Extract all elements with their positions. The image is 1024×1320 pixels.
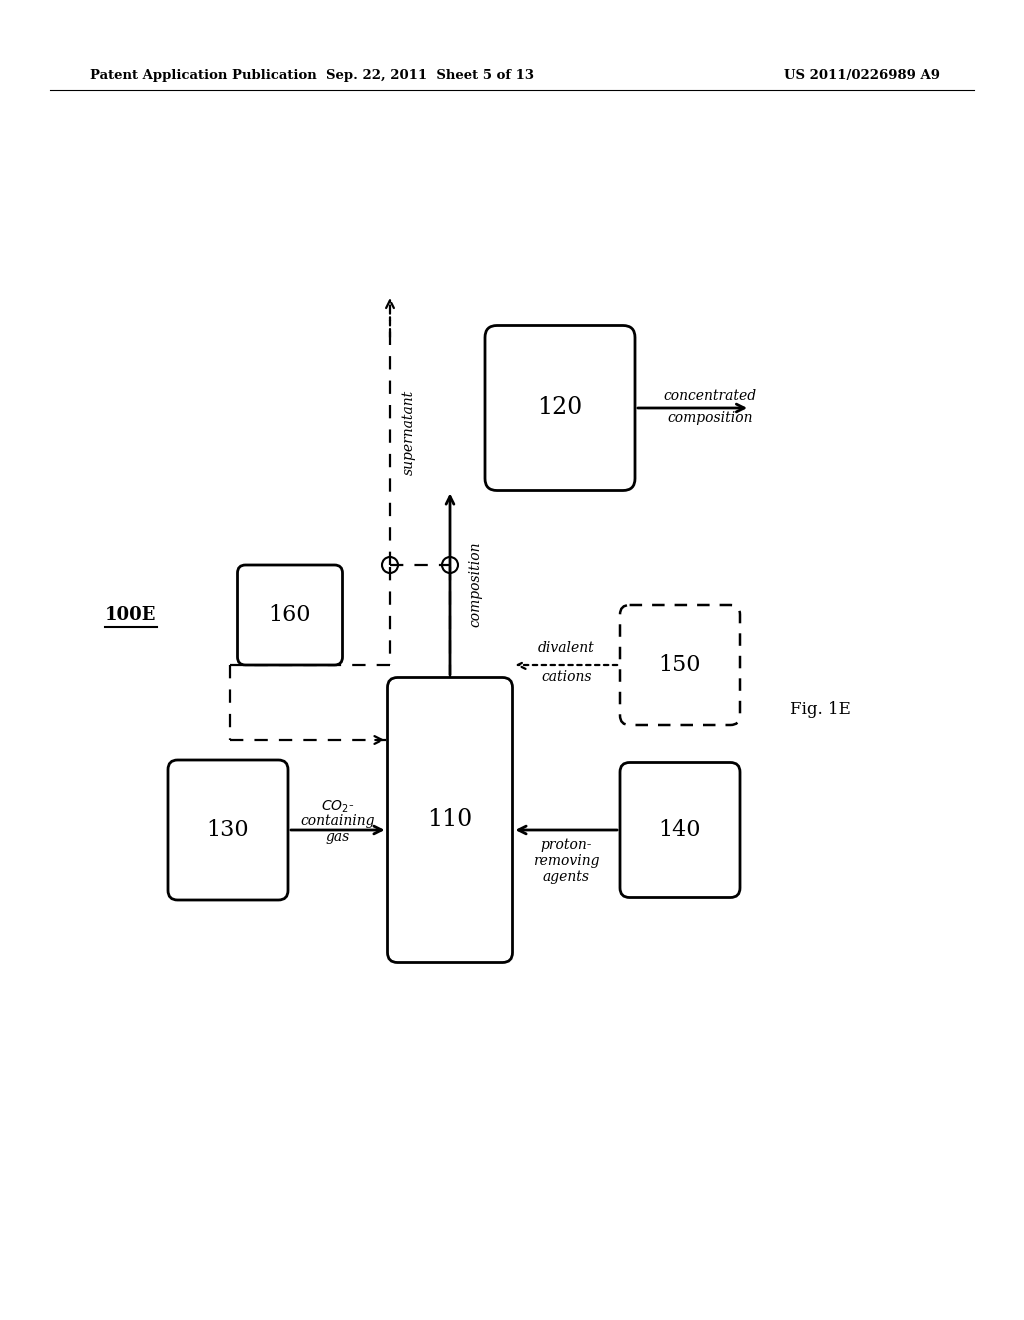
- Text: removing: removing: [534, 854, 599, 869]
- Text: agents: agents: [543, 870, 590, 884]
- FancyBboxPatch shape: [387, 677, 512, 962]
- Text: Fig. 1E: Fig. 1E: [790, 701, 851, 718]
- Text: composition: composition: [668, 411, 753, 425]
- Text: cations: cations: [541, 671, 592, 684]
- Text: 150: 150: [658, 653, 701, 676]
- Text: concentrated: concentrated: [664, 389, 757, 403]
- Text: containing: containing: [300, 814, 375, 828]
- FancyBboxPatch shape: [620, 763, 740, 898]
- Text: $CO_2$-: $CO_2$-: [322, 799, 354, 814]
- Text: 160: 160: [268, 605, 311, 626]
- FancyBboxPatch shape: [485, 326, 635, 491]
- Text: 120: 120: [538, 396, 583, 420]
- Text: 130: 130: [207, 818, 249, 841]
- Text: proton-: proton-: [541, 838, 592, 851]
- FancyBboxPatch shape: [238, 565, 342, 665]
- Text: supernatant: supernatant: [402, 389, 416, 475]
- FancyBboxPatch shape: [620, 605, 740, 725]
- Text: Patent Application Publication: Patent Application Publication: [90, 69, 316, 82]
- Text: gas: gas: [326, 830, 350, 843]
- Text: 110: 110: [427, 808, 473, 832]
- FancyBboxPatch shape: [168, 760, 288, 900]
- Text: divalent: divalent: [538, 642, 595, 655]
- Text: 100E: 100E: [105, 606, 157, 624]
- Text: composition: composition: [468, 541, 482, 627]
- Text: 140: 140: [658, 818, 701, 841]
- Text: US 2011/0226989 A9: US 2011/0226989 A9: [784, 69, 940, 82]
- Text: Sep. 22, 2011  Sheet 5 of 13: Sep. 22, 2011 Sheet 5 of 13: [326, 69, 534, 82]
